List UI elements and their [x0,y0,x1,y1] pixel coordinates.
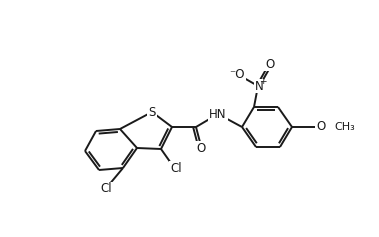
Text: O: O [265,58,275,70]
Text: ⁻O: ⁻O [229,68,245,81]
Text: CH₃: CH₃ [334,122,355,132]
Text: N: N [255,79,263,92]
Text: S: S [148,105,156,118]
Text: HN: HN [209,108,227,120]
Text: O: O [316,120,326,133]
Text: +: + [259,77,267,86]
Text: O: O [196,141,206,155]
Text: Cl: Cl [170,161,182,174]
Text: Cl: Cl [100,182,112,196]
